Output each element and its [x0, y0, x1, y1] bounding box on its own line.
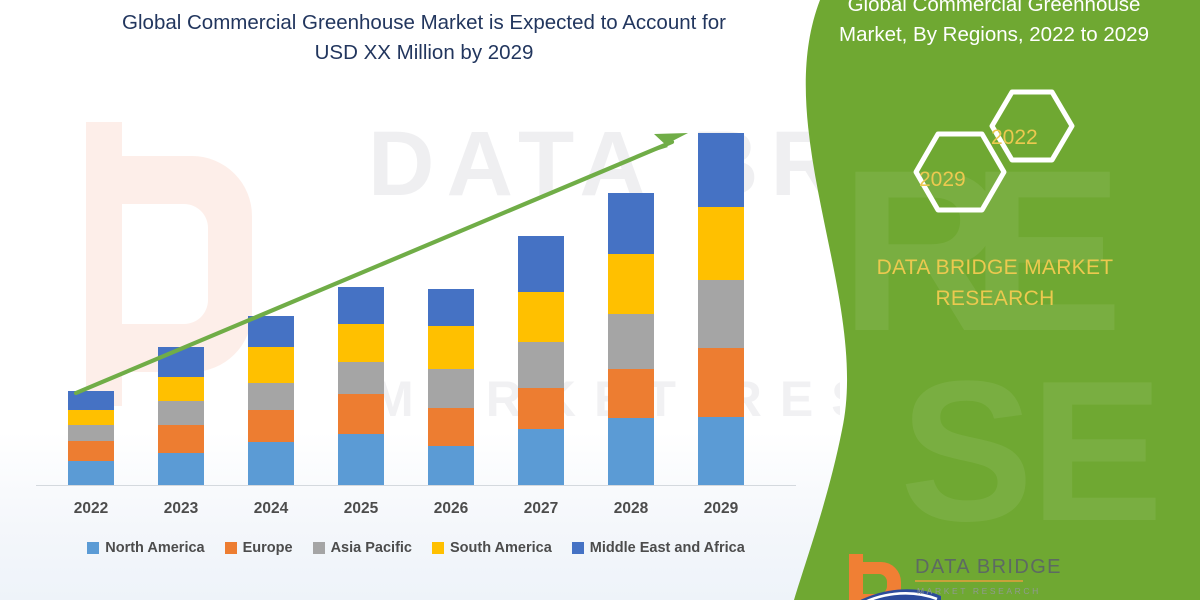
bar-segment-2023-south-america [158, 377, 204, 402]
bar-2026 [428, 288, 474, 485]
bar-segment-2029-europe [698, 348, 744, 417]
bar-segment-2024-europe [248, 409, 294, 443]
bar-segment-2028-middle-east-and-africa [608, 192, 654, 255]
bar-segment-2028-south-america [608, 254, 654, 315]
legend-swatch-icon [432, 542, 444, 554]
chart-legend: North America Europe Asia Pacific South Ame… [36, 540, 796, 556]
brand-panel: R E S E Global Commercial Greenhouse Mar… [780, 0, 1200, 600]
bar-segment-2027-middle-east-and-africa [518, 235, 564, 292]
svg-text:E: E [970, 122, 1123, 379]
x-axis-label-2026: 2026 [433, 500, 469, 517]
bar-segment-2024-north-america [248, 442, 294, 485]
bar-segment-2024-middle-east-and-africa [248, 315, 294, 347]
bar-segment-2026-north-america [428, 445, 474, 485]
brand-name: DATA BRIDGE MARKET RESEARCH [800, 252, 1190, 314]
bar-2027 [518, 235, 564, 485]
svg-text:S: S [900, 340, 1033, 563]
bar-segment-2026-middle-east-and-africa [428, 288, 474, 327]
bar-segment-2025-south-america [338, 324, 384, 362]
brand-line1: DATA BRIDGE MARKET [876, 256, 1114, 279]
legend-item-europe[interactable]: Europe [224, 540, 293, 556]
x-axis-label-2023: 2023 [163, 500, 199, 517]
svg-text:R: R [840, 122, 1006, 379]
company-logo: DATA BRIDGE MARKET RESEARCH [845, 552, 1095, 600]
logo-mark-icon [849, 554, 1023, 600]
bar-segment-2027-south-america [518, 291, 564, 342]
panel-title-line2: Market, By Regions, 2022 to 2029 [839, 23, 1149, 46]
bar-segment-2023-europe [158, 425, 204, 453]
x-axis-label-2027: 2027 [523, 500, 559, 517]
bar-2025 [338, 286, 384, 485]
legend-item-north-america[interactable]: North America [87, 540, 205, 556]
page-title: Global Commercial Greenhouse Market is E… [66, 8, 782, 68]
legend-label: Asia Pacific [330, 540, 412, 556]
bar-segment-2023-middle-east-and-africa [158, 346, 204, 378]
bar-segment-2026-south-america [428, 326, 474, 369]
bar-segment-2022-europe [68, 440, 114, 462]
logo-tagline: MARKET RESEARCH [917, 586, 1041, 596]
panel-title-line1: Global Commercial Greenhouse [847, 0, 1141, 16]
x-axis-label-2022: 2022 [73, 500, 109, 517]
bar-segment-2023-north-america [158, 452, 204, 485]
chart-title-line1: Global Commercial Greenhouse Market is E… [122, 11, 726, 34]
svg-text:E: E [1030, 340, 1163, 563]
bar-segment-2025-europe [338, 394, 384, 434]
bar-segment-2026-europe [428, 408, 474, 446]
legend-label: South America [450, 540, 552, 556]
x-axis-baseline [36, 485, 796, 486]
legend-label: North America [105, 540, 205, 556]
x-axis-label-2028: 2028 [613, 500, 649, 517]
bar-segment-2027-north-america [518, 428, 564, 485]
bar-2023 [158, 346, 204, 485]
panel-title: Global Commercial Greenhouse Market, By … [804, 0, 1184, 50]
chart-title-line2: USD XX Million by 2029 [314, 41, 534, 64]
bar-segment-2022-south-america [68, 409, 114, 426]
bar-2029 [698, 133, 744, 485]
bar-segment-2025-asia-pacific [338, 362, 384, 395]
legend-item-middle-east-and-africa[interactable]: Middle East and Africa [571, 540, 745, 556]
bar-segment-2023-asia-pacific [158, 401, 204, 426]
x-axis-label-2025: 2025 [343, 500, 379, 517]
bar-2024 [248, 315, 294, 485]
r-watermark-icon: R E S E [840, 122, 1163, 563]
bar-segment-2022-asia-pacific [68, 425, 114, 441]
legend-swatch-icon [312, 542, 325, 554]
bar-segment-2027-europe [518, 387, 564, 429]
bar-2022 [68, 391, 114, 485]
bar-2028 [608, 192, 654, 485]
bar-segment-2028-asia-pacific [608, 314, 654, 369]
x-axis-label-2029: 2029 [703, 500, 739, 517]
green-curve-shape [794, 0, 1200, 600]
legend-swatch-icon [224, 542, 237, 554]
legend-item-asia-pacific[interactable]: Asia Pacific [312, 540, 412, 556]
bar-segment-2029-south-america [698, 206, 744, 280]
bar-segment-2029-middle-east-and-africa [698, 133, 744, 207]
logo-wordmark: DATA BRIDGE [915, 556, 1062, 578]
bar-segment-2028-north-america [608, 418, 654, 485]
plot-area: 2022 2023 2024 2025 2026 2027 2028 2029 [36, 133, 796, 517]
bar-segment-2026-asia-pacific [428, 368, 474, 409]
bar-segment-2022-north-america [68, 461, 114, 485]
hex-year-2029: 2029 [919, 168, 966, 191]
bar-segment-2024-asia-pacific [248, 382, 294, 410]
bar-segment-2029-asia-pacific [698, 279, 744, 349]
brand-line2: RESEARCH [935, 287, 1055, 310]
hex-year-2022: 2022 [991, 126, 1038, 149]
legend-swatch-icon [87, 542, 100, 554]
bar-segment-2025-middle-east-and-africa [338, 286, 384, 325]
bar-segment-2022-middle-east-and-africa [68, 391, 114, 410]
chart-panel: DATA BRIDGE MARKET RESEARCH Global Comme… [0, 0, 840, 600]
bar-segment-2029-north-america [698, 416, 744, 485]
hexagon-pair-icon [913, 89, 1075, 213]
bar-segment-2027-asia-pacific [518, 341, 564, 388]
bar-segment-2028-europe [608, 368, 654, 419]
legend-item-south-america[interactable]: South America [432, 540, 552, 556]
legend-swatch-icon [571, 542, 584, 554]
bar-segment-2024-south-america [248, 346, 294, 383]
bar-segment-2025-north-america [338, 433, 384, 485]
x-axis-label-2024: 2024 [253, 500, 289, 517]
legend-label: Europe [242, 540, 293, 556]
legend-label: Middle East and Africa [589, 540, 745, 556]
